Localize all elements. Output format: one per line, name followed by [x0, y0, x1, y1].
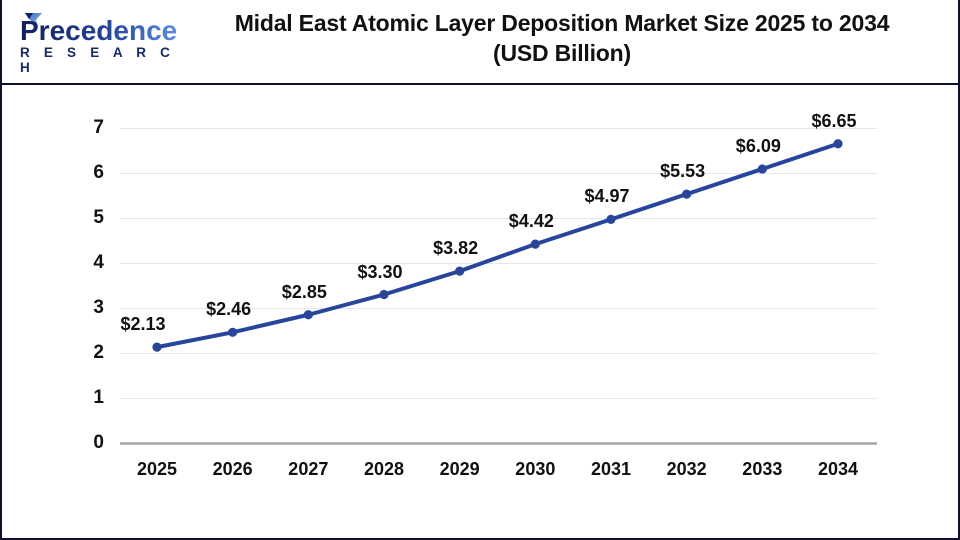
x-axis-tick-label: 2028 — [363, 459, 405, 479]
data-point-label: $2.46 — [206, 299, 252, 320]
x-axis-tick-label: 2027 — [288, 459, 329, 479]
y-axis-tick-label: 6 — [93, 162, 104, 183]
x-axis-tick-label: 2030 — [515, 459, 556, 479]
chart-plot-area: 0 1 2 3 4 5 6 7 2025 2026 2027 2028 2029 2030 2031 203… — [2, 85, 958, 538]
data-point-marker — [379, 289, 389, 300]
data-point-label: $3.30 — [357, 261, 403, 282]
data-point-marker — [228, 327, 238, 337]
data-point-marker — [606, 214, 616, 224]
y-axis-tick-label: 2 — [93, 342, 104, 363]
y-axis-tick-label: 0 — [93, 432, 104, 453]
gridlines — [120, 128, 877, 445]
y-axis-tick-label: 4 — [93, 252, 104, 273]
logo-wordmark: Precedence — [16, 10, 176, 46]
data-point-label: $4.97 — [584, 186, 630, 207]
page-title: Midal East Atomic Layer Deposition Marke… — [182, 8, 942, 69]
x-axis-tick-label: 2034 — [817, 459, 859, 479]
series-line — [155, 141, 840, 350]
y-axis-tick-label: 5 — [93, 207, 104, 228]
data-point-label: $2.13 — [120, 314, 166, 335]
x-axis-tick-label: 2032 — [666, 459, 707, 479]
data-point-marker — [833, 139, 843, 149]
data-point-label: $2.85 — [281, 281, 327, 302]
page-title-line2: (USD Billion) — [493, 40, 631, 67]
data-point-marker — [152, 342, 162, 352]
data-point-marker — [757, 164, 767, 174]
svg-text:Precedence: Precedence — [20, 15, 176, 46]
x-axis-tick-label: 2025 — [136, 459, 178, 479]
y-axis-tick-label: 1 — [93, 387, 104, 408]
x-axis-tick-label: 2026 — [212, 459, 253, 479]
x-axis-tick-label: 2029 — [439, 459, 480, 479]
y-axis-tick-label: 7 — [93, 117, 104, 138]
figure-header: Precedence R E S E A R C H Midal East At… — [2, 0, 958, 85]
data-point-label: $6.09 — [735, 135, 781, 156]
page-title-line1: Midal East Atomic Layer Deposition Marke… — [234, 10, 890, 36]
data-point-label: $4.42 — [508, 211, 554, 232]
y-axis-tick-label: 3 — [93, 297, 104, 318]
data-point-label: $6.65 — [811, 110, 857, 131]
line-chart-canvas — [120, 128, 877, 445]
data-point-label: $5.53 — [660, 161, 706, 182]
data-point-marker — [303, 310, 313, 320]
data-point-marker — [455, 266, 465, 276]
data-point-label: $3.82 — [433, 238, 479, 259]
precedence-research-logo: Precedence R E S E A R C H — [16, 10, 176, 75]
data-point-marker — [530, 239, 540, 249]
series-markers — [152, 139, 843, 352]
x-axis-tick-label: 2031 — [590, 459, 632, 479]
x-axis-tick-label: 2033 — [742, 459, 783, 479]
logo-subtext: R E S E A R C H — [20, 45, 176, 75]
data-point-marker — [682, 189, 692, 199]
